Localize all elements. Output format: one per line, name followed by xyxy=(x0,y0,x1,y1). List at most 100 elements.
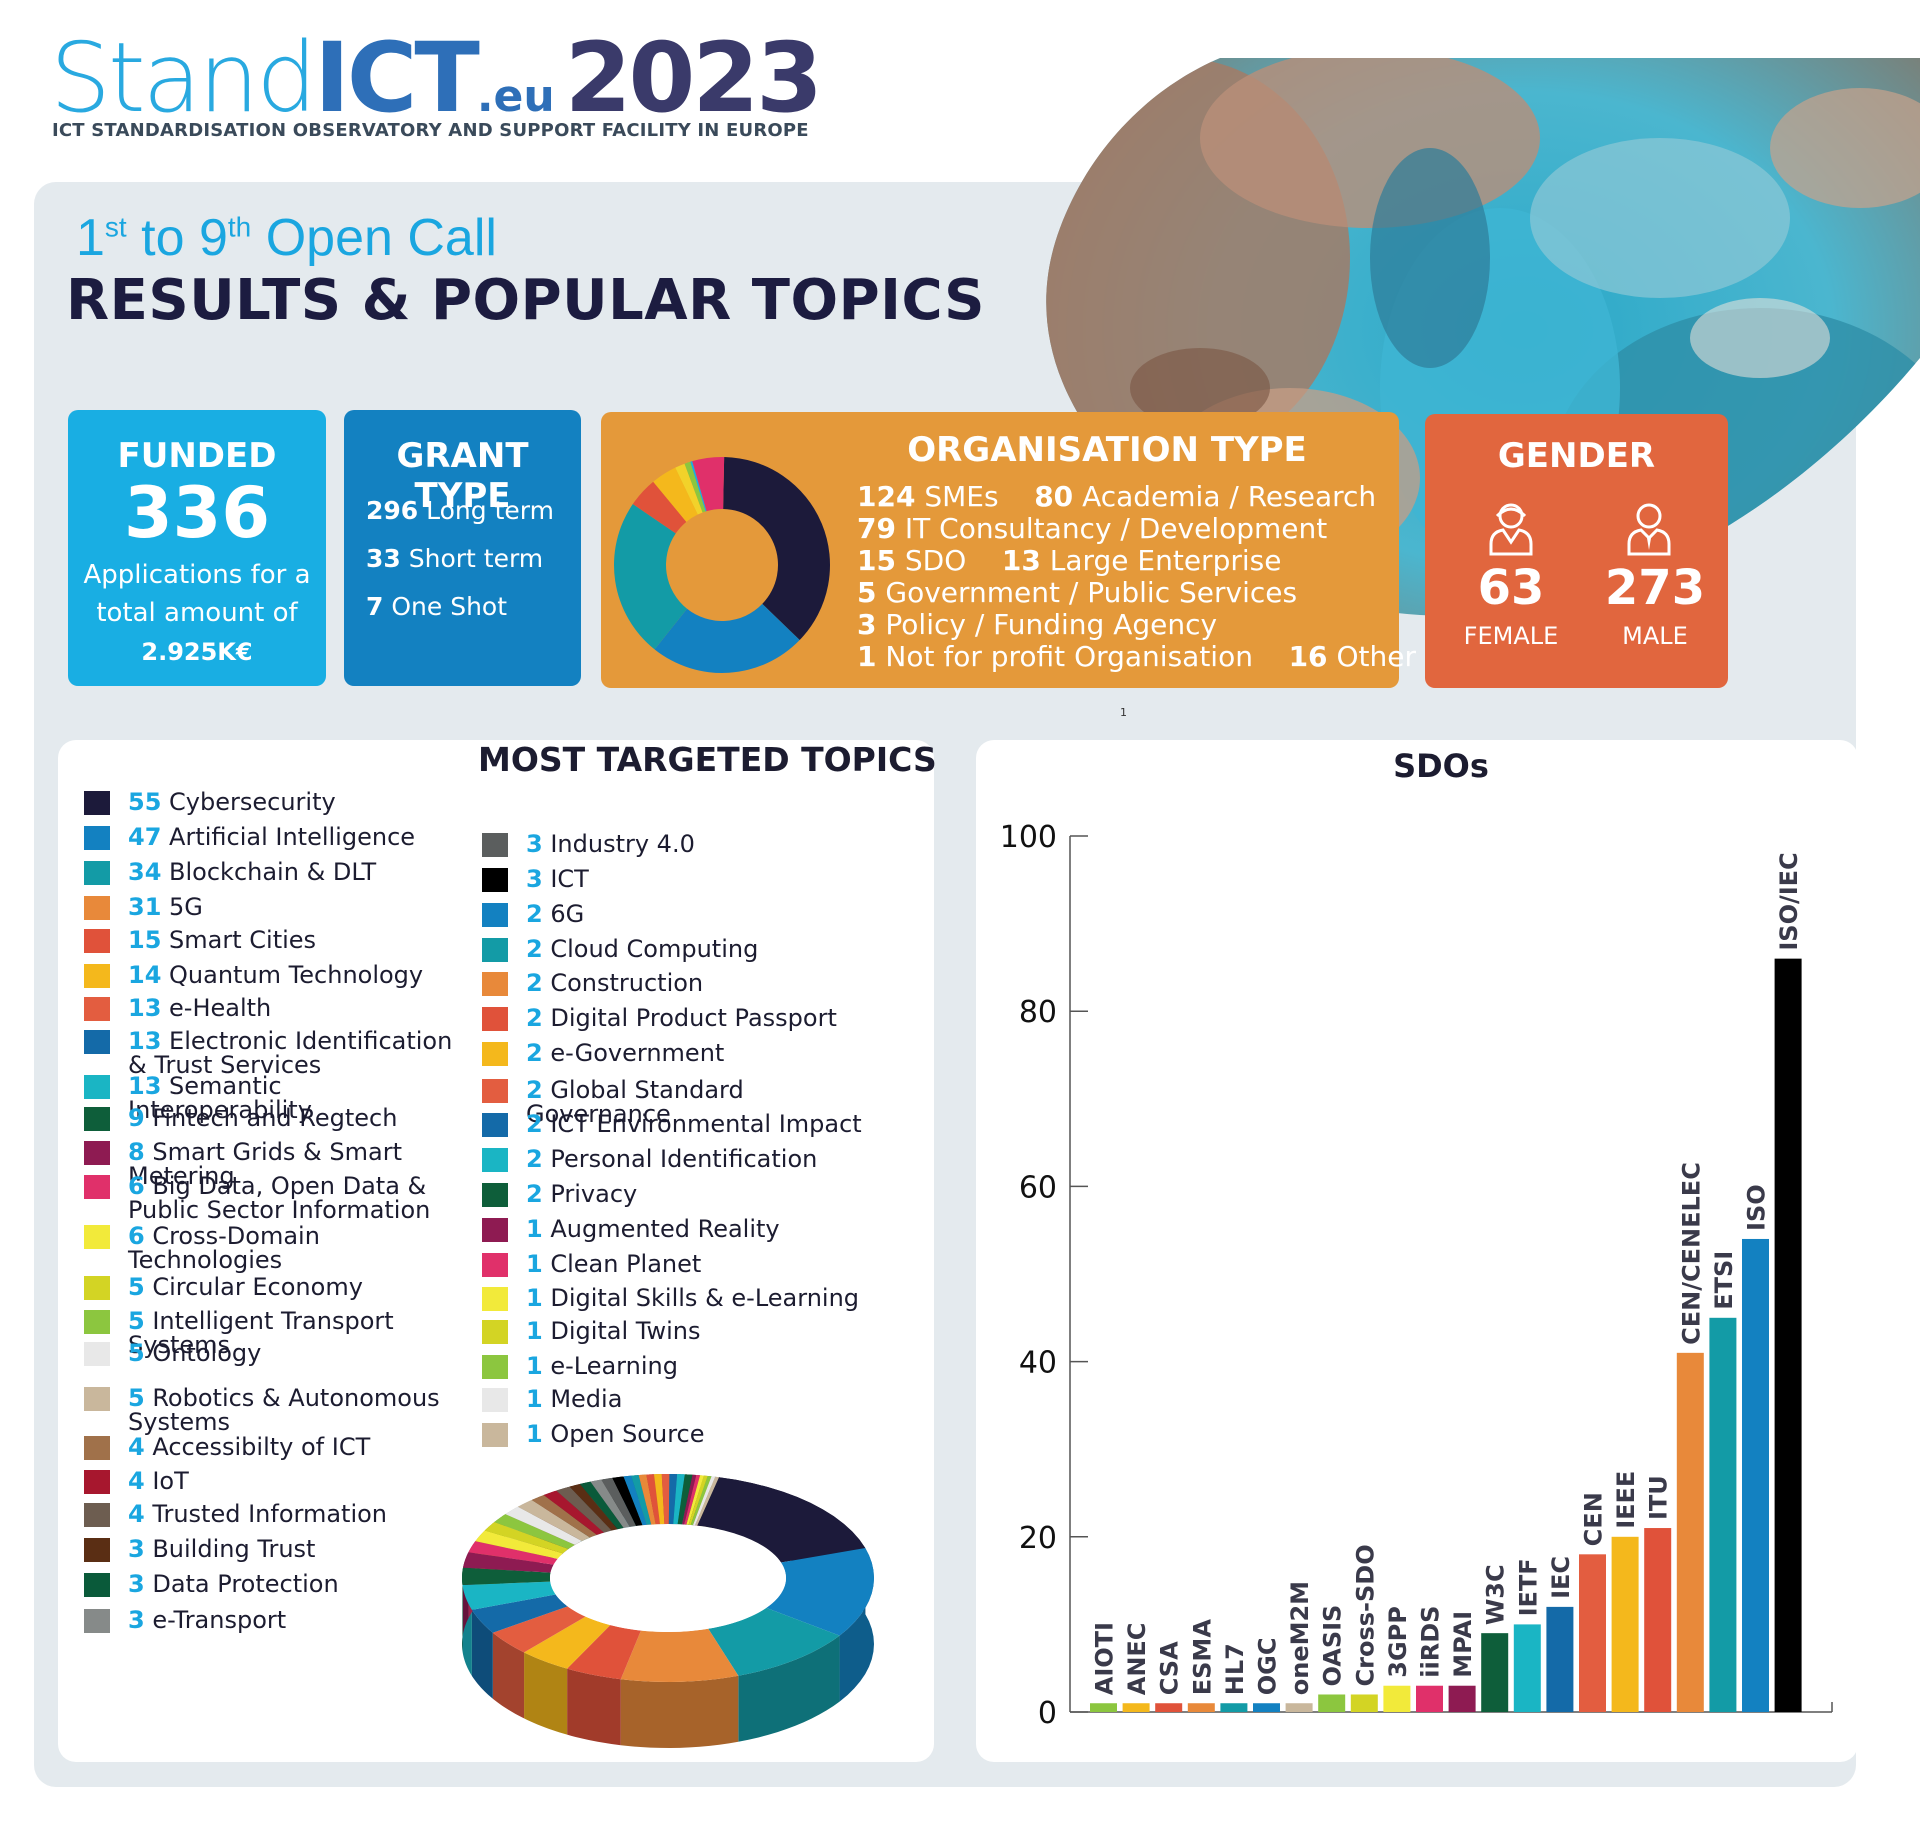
topic-count: 2 xyxy=(526,900,543,928)
topic-legend-item-electronic-identification-trust-services: 13 Electronic Identification & Trust Ser… xyxy=(84,1029,454,1081)
org-line-3: 15 SDO 13 Large Enterprise xyxy=(857,544,1281,577)
topic-label: Blockchain & DLT xyxy=(161,858,377,886)
topic-wall-fintech-and-regtech xyxy=(462,1567,464,1652)
topic-label: Fintech and Regtech xyxy=(144,1104,398,1132)
org-slice-academia-research xyxy=(614,504,688,650)
org-type-title: ORGANISATION TYPE xyxy=(907,430,1307,470)
topic-legend-item-media: 1 Media xyxy=(482,1387,872,1439)
legend-swatch xyxy=(482,1113,508,1137)
female-label: FEMALE xyxy=(1463,622,1559,650)
org-line-1: 124 SMEs 80 Academia / Research xyxy=(857,480,1376,513)
female-icon xyxy=(1489,503,1533,556)
bar-anec: ANEC xyxy=(1122,1623,1151,1712)
topic-legend-item-smart-grids-smart-metering: 8 Smart Grids & Smart Metering xyxy=(84,1140,454,1192)
bar-rect xyxy=(1676,1352,1704,1712)
bar-onem2m: oneM2M xyxy=(1285,1581,1314,1712)
topic-legend-item-clean-planet: 1 Clean Planet xyxy=(482,1252,872,1304)
org-sdo-value: 15 xyxy=(857,544,896,577)
topic-count: 6 xyxy=(128,1222,145,1250)
legend-swatch xyxy=(84,1387,110,1411)
footnote-marker: 1 xyxy=(1120,706,1127,719)
bar-iirds: iiRDS xyxy=(1416,1606,1445,1712)
topic-slice-trusted-information xyxy=(556,1486,612,1533)
legend-swatch xyxy=(84,997,110,1021)
topic-wall-blockchain-dlt xyxy=(738,1635,840,1742)
bar-rect xyxy=(1090,1703,1117,1712)
topic-label: Open Source xyxy=(542,1420,705,1448)
org-academia-label: Academia / Research xyxy=(1082,480,1377,513)
topic-count: 5 xyxy=(128,1273,145,1301)
sdo-chart-title: SDOs xyxy=(1393,747,1489,785)
bar-label: iiRDS xyxy=(1417,1606,1445,1678)
bar-label: oneM2M xyxy=(1286,1581,1314,1695)
topic-slice-blockchain-dlt xyxy=(708,1607,840,1676)
topic-label: Clean Planet xyxy=(542,1250,702,1278)
funded-line1: Applications for a xyxy=(83,560,311,590)
y-tick-label: 40 xyxy=(1019,1346,1057,1381)
bar-csa: CSA xyxy=(1155,1641,1184,1712)
topic-label: Ontology xyxy=(144,1339,262,1367)
donut-top xyxy=(462,1474,874,1682)
topic-label: ICT Environmental Impact xyxy=(542,1110,862,1138)
topic-legend-item-big-data-open-data-public-sector-information: 6 Big Data, Open Data & Public Sector In… xyxy=(84,1174,454,1226)
bar-rect xyxy=(1481,1633,1509,1712)
org-slice-sdo xyxy=(632,481,687,534)
bar-cen-cenelec: CEN/CENELEC xyxy=(1676,1162,1705,1712)
topic-slice-building-trust xyxy=(569,1483,618,1531)
legend-swatch xyxy=(84,861,110,885)
topic-slice-digital-twins xyxy=(688,1475,708,1526)
topic-legend-item-artificial-intelligence: 47 Artificial Intelligence xyxy=(84,825,454,877)
topics-3d-donut-chart xyxy=(462,1474,874,1748)
topic-count: 31 xyxy=(128,893,162,921)
topic-count: 13 xyxy=(128,1072,162,1100)
topic-label: Cloud Computing xyxy=(542,935,759,963)
legend-swatch xyxy=(84,1470,110,1494)
topic-label: 6G xyxy=(542,900,585,928)
topic-wall-quantum-technology xyxy=(524,1652,568,1735)
topic-label: Industry 4.0 xyxy=(542,830,695,858)
topic-slice-open-source xyxy=(695,1476,719,1526)
org-line-5: 3 Policy / Funding Agency xyxy=(857,608,1217,641)
male-icon xyxy=(1627,503,1671,556)
legend-swatch xyxy=(84,1030,110,1054)
topic-slice-ict xyxy=(612,1476,643,1527)
bar-label: IEC xyxy=(1547,1556,1575,1599)
topic-label: Smart Grids & Smart Metering xyxy=(128,1138,402,1190)
legend-swatch xyxy=(482,938,508,962)
legend-swatch xyxy=(482,1218,508,1242)
org-nfp-value: 1 xyxy=(857,640,877,673)
topic-legend-item-accessibilty-of-ict: 4 Accessibilty of ICT xyxy=(84,1435,454,1487)
topic-slice-iot xyxy=(543,1490,605,1535)
bar-label: CEN xyxy=(1580,1492,1608,1546)
topic-label: e-Health xyxy=(161,994,272,1022)
bar-cross-sdo: Cross-SDO xyxy=(1350,1544,1379,1712)
gender-title: GENDER xyxy=(1497,436,1656,476)
topic-legend-item-ict-environmental-impact: 2 ICT Environmental Impact xyxy=(482,1112,872,1164)
grant-type-box: GRANT TYPE 296 Long term 33 Short term 7… xyxy=(344,410,581,686)
legend-swatch xyxy=(84,1310,110,1334)
topic-count: 3 xyxy=(526,830,543,858)
topic-slice-e-learning xyxy=(690,1475,712,1526)
topic-label: Cross-Domain Technologies xyxy=(128,1222,320,1274)
bar-esma: ESMA xyxy=(1187,1619,1216,1712)
org-line-2: 79 IT Consultancy / Development xyxy=(857,512,1327,545)
topic-count: 1 xyxy=(526,1352,543,1380)
bar-label: ANEC xyxy=(1123,1623,1151,1696)
bar-aioti: AIOTI xyxy=(1090,1622,1119,1712)
org-line-4: 5 Government / Public Services xyxy=(857,576,1297,609)
topic-legend-item-data-protection: 3 Data Protection xyxy=(84,1572,454,1624)
topic-count: 1 xyxy=(526,1215,543,1243)
topic-legend-item-intelligent-transport-systems: 5 Intelligent Transport Systems xyxy=(84,1309,454,1361)
topic-wall-smart-cities xyxy=(567,1668,621,1746)
topic-legend-item-iot: 4 IoT xyxy=(84,1469,454,1521)
topic-count: 9 xyxy=(128,1104,145,1132)
bar-rect xyxy=(1350,1694,1378,1712)
topic-legend-item-cybersecurity: 55 Cybersecurity xyxy=(84,790,454,842)
legend-swatch xyxy=(482,1042,508,1066)
bar-rect xyxy=(1709,1317,1737,1712)
topics-card: MOST TARGETED TOPICS 55 Cybersecurity 47 … xyxy=(58,740,937,1762)
bar-iec: IEC xyxy=(1546,1556,1575,1712)
topic-count: 13 xyxy=(128,994,162,1022)
legend-swatch xyxy=(84,1107,110,1131)
bar-itu: ITU xyxy=(1644,1475,1673,1712)
